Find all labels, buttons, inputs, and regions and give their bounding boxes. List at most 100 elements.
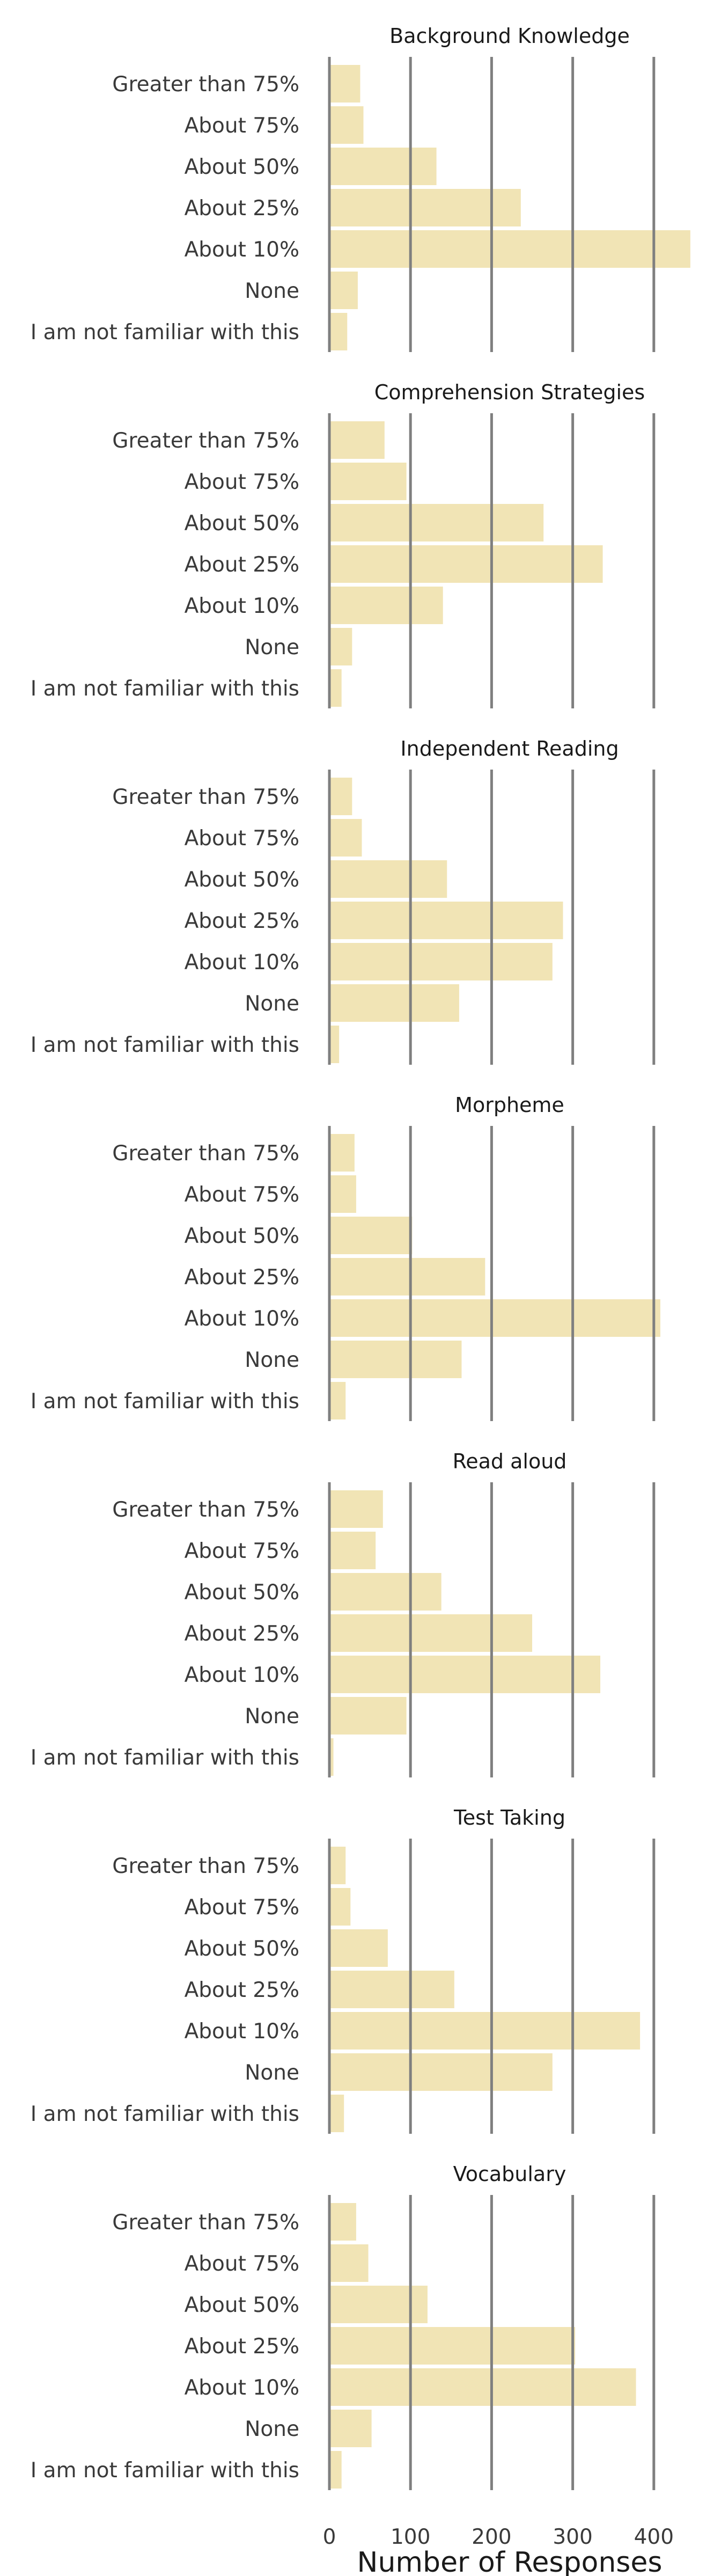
bar	[329, 189, 521, 226]
category-label: About 10%	[185, 1307, 299, 1331]
bar	[329, 463, 407, 500]
category-label: I am not familiar with this	[31, 1746, 299, 1770]
category-label: I am not familiar with this	[31, 1389, 299, 1414]
category-label: About 50%	[185, 511, 299, 536]
bar	[329, 778, 352, 815]
category-label: Greater than 75%	[112, 429, 299, 453]
panel-6: Vocabulary Greater than 75% About 75% About…	[31, 2162, 656, 2490]
bar	[329, 1258, 485, 1296]
bar	[329, 1929, 388, 1967]
bar	[329, 1697, 407, 1735]
x-tick-label: 300	[553, 2525, 592, 2549]
bar	[329, 421, 385, 459]
panel-0: Background Knowledge Greater than 75% Abou…	[31, 24, 690, 352]
bar	[329, 65, 360, 103]
category-label: About 75%	[185, 1539, 299, 1563]
bar	[329, 1971, 454, 2008]
bar	[329, 943, 553, 980]
category-label: About 50%	[185, 1224, 299, 1248]
category-label: About 25%	[185, 553, 299, 577]
category-label: Greater than 75%	[112, 1498, 299, 1522]
bar	[329, 2410, 372, 2447]
category-label: About 10%	[185, 2019, 299, 2044]
x-tick-label: 100	[391, 2525, 430, 2549]
category-label: About 50%	[185, 155, 299, 179]
bar	[329, 1614, 532, 1652]
category-label: About 25%	[185, 196, 299, 221]
x-axis-title: Number of Responses	[357, 2546, 663, 2576]
panel-4: Read aloud Greater than 75% About 75% About…	[31, 1450, 656, 1777]
category-label: None	[245, 2417, 299, 2441]
bar	[329, 1573, 442, 1611]
panel-title: Comprehension Strategies	[374, 380, 645, 404]
bar	[329, 1382, 346, 1419]
x-tick-label: 200	[472, 2525, 511, 2549]
bar	[329, 2451, 342, 2489]
bar	[329, 313, 348, 350]
category-label: About 50%	[185, 868, 299, 892]
bar	[329, 1217, 413, 1254]
panel-title: Vocabulary	[453, 2162, 566, 2186]
category-label: About 75%	[185, 114, 299, 138]
bar	[329, 669, 342, 707]
x-tick-label: 0	[323, 2525, 336, 2549]
category-label: About 10%	[185, 2376, 299, 2400]
bar	[329, 2327, 576, 2365]
bar	[329, 1532, 376, 1569]
bar	[329, 2095, 344, 2132]
category-label: About 25%	[185, 1622, 299, 1646]
bar	[329, 1341, 462, 1378]
bar	[329, 1738, 334, 1776]
category-label: About 25%	[185, 1265, 299, 1290]
panel-title: Morpheme	[455, 1093, 564, 1117]
bar	[329, 1026, 340, 1063]
bar	[329, 2203, 356, 2241]
category-label: About 10%	[185, 238, 299, 262]
category-label: Greater than 75%	[112, 2211, 299, 2235]
bar	[329, 1656, 601, 1693]
bar	[329, 860, 447, 898]
category-label: Greater than 75%	[112, 72, 299, 97]
category-label: About 10%	[185, 950, 299, 975]
category-label: About 75%	[185, 2252, 299, 2276]
panel-title: Read aloud	[453, 1450, 567, 1473]
bar	[329, 1847, 346, 1884]
panel-title: Background Knowledge	[389, 24, 630, 48]
category-label: None	[245, 635, 299, 660]
bar	[329, 902, 563, 939]
panel-3: Morpheme Greater than 75% About 75% About 5…	[31, 1093, 660, 1421]
category-label: About 75%	[185, 1183, 299, 1207]
category-label: Greater than 75%	[112, 1141, 299, 1166]
bar	[329, 1490, 383, 1528]
category-label: About 75%	[185, 1896, 299, 1920]
category-label: None	[245, 279, 299, 303]
bar	[329, 587, 443, 624]
category-label: About 75%	[185, 826, 299, 851]
category-label: I am not familiar with this	[31, 2102, 299, 2126]
category-label: I am not familiar with this	[31, 1033, 299, 1057]
panel-1: Comprehension Strategies Greater than 75%…	[31, 380, 656, 708]
bar	[329, 106, 364, 144]
category-label: About 25%	[185, 2334, 299, 2359]
category-label: About 25%	[185, 909, 299, 933]
bar	[329, 2012, 641, 2050]
bar	[329, 2286, 428, 2323]
bar	[329, 545, 603, 583]
bar	[329, 984, 459, 1022]
category-label: I am not familiar with this	[31, 2458, 299, 2483]
category-label: About 75%	[185, 470, 299, 494]
bar	[329, 819, 362, 857]
x-tick-label: 400	[634, 2525, 674, 2549]
category-label: About 50%	[185, 1937, 299, 1961]
panel-5: Test Taking Greater than 75% About 75% Abou…	[31, 1806, 656, 2134]
category-label: Greater than 75%	[112, 785, 299, 809]
bar	[329, 1299, 660, 1337]
bar	[329, 2368, 636, 2406]
category-label: None	[245, 992, 299, 1016]
bar	[329, 628, 352, 665]
bar	[329, 2053, 553, 2091]
panel-2: Independent Reading Greater than 75% About…	[31, 737, 656, 1065]
bar	[329, 1175, 356, 1213]
category-label: About 50%	[185, 2293, 299, 2317]
